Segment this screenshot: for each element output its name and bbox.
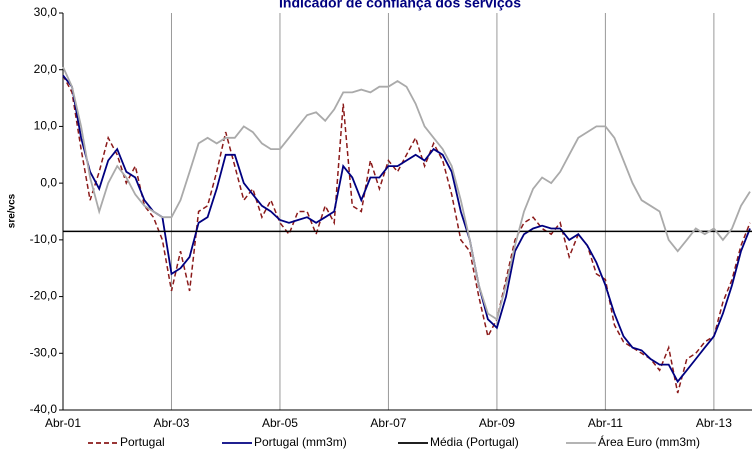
- x-tick-label: Abr-09: [479, 416, 515, 430]
- x-tick-label: Abr-01: [45, 416, 81, 430]
- series-line: [62, 74, 751, 384]
- y-tick-label: -20,0: [30, 289, 58, 303]
- y-tick-label: 30,0: [34, 5, 58, 19]
- series-line: [62, 66, 751, 321]
- y-tick-label: -30,0: [30, 345, 58, 359]
- legend-label: Portugal: [120, 435, 165, 449]
- y-tick-label: 0,0: [40, 175, 57, 189]
- x-tick-label: Abr-07: [370, 416, 406, 430]
- y-tick-label: 10,0: [34, 119, 58, 133]
- legend-label: Portugal (mm3m): [254, 435, 347, 449]
- x-tick-label: Abr-05: [262, 416, 298, 430]
- legend-label: Média (Portugal): [430, 435, 519, 449]
- y-tick-label: -10,0: [30, 232, 58, 246]
- legend-label: Área Euro (mm3m): [598, 434, 700, 449]
- series-line: [62, 75, 751, 394]
- x-tick-label: Abr-03: [153, 416, 189, 430]
- y-tick-label: -40,0: [30, 402, 58, 416]
- x-tick-label: Abr-13: [696, 416, 732, 430]
- chart-title: Indicador de confiança dos serviços: [279, 0, 521, 11]
- y-tick-label: 20,0: [34, 62, 58, 76]
- x-tick-label: Abr-11: [588, 416, 623, 430]
- y-axis-label: sre/vcs: [7, 193, 18, 228]
